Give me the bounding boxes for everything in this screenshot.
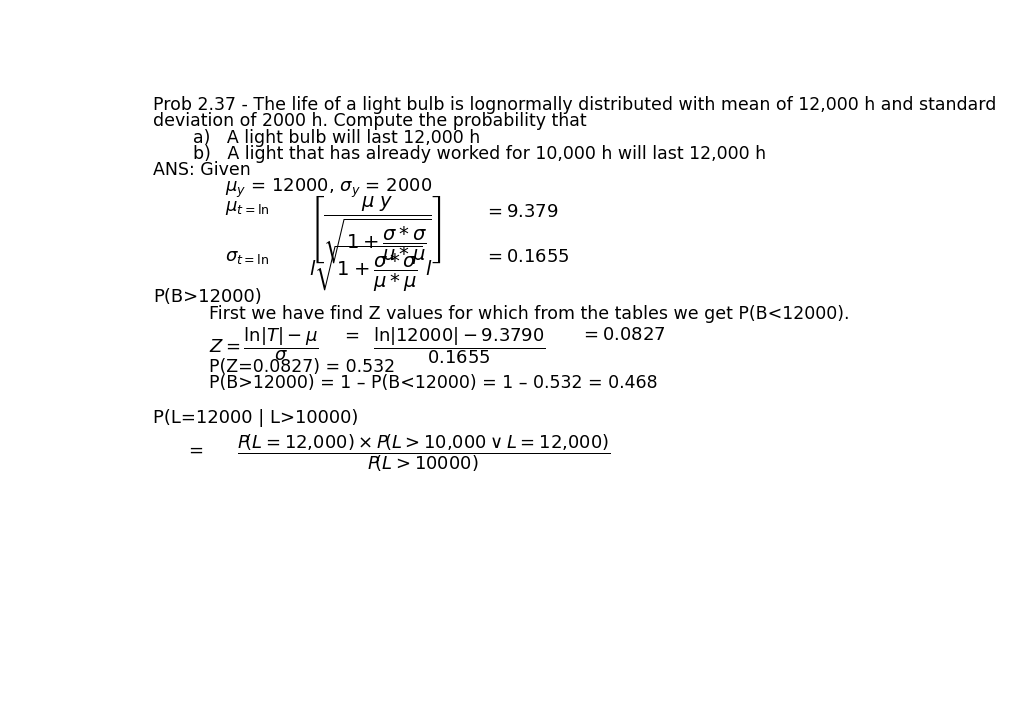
Text: deviation of 2000 h. Compute the probability that: deviation of 2000 h. Compute the probabi… bbox=[153, 113, 587, 130]
Text: $\dfrac{P\!\left(L{=}12{,}000\right)\times P\!\left(L{>}10{,}000\vee L{=}12{,}00: $\dfrac{P\!\left(L{=}12{,}000\right)\tim… bbox=[237, 433, 610, 474]
Text: $= 9.379$: $= 9.379$ bbox=[485, 203, 559, 221]
Text: P(B>12000): P(B>12000) bbox=[153, 288, 262, 306]
Text: $l\sqrt{1+\dfrac{\sigma*\sigma}{\mu*\mu}}\;l$: $l\sqrt{1+\dfrac{\sigma*\sigma}{\mu*\mu}… bbox=[308, 244, 433, 294]
Text: $\mu_y$ = 12000, $\sigma_y$ = 2000: $\mu_y$ = 12000, $\sigma_y$ = 2000 bbox=[225, 176, 432, 200]
Text: P(Z=0.0827) = 0.532: P(Z=0.0827) = 0.532 bbox=[208, 358, 395, 375]
Text: $\sigma_{t=\ln}$: $\sigma_{t=\ln}$ bbox=[225, 248, 269, 266]
Text: $\dfrac{\ln|12000|-9.3790}{0.1655}$: $\dfrac{\ln|12000|-9.3790}{0.1655}$ bbox=[372, 325, 545, 366]
Text: b)   A light that has already worked for 10,000 h will last 12,000 h: b) A light that has already worked for 1… bbox=[193, 144, 766, 163]
Text: ANS: Given: ANS: Given bbox=[153, 161, 251, 179]
Text: $= 0.0827$: $= 0.0827$ bbox=[580, 327, 666, 344]
Text: $Z = \dfrac{\ln|T|-\mu}{\sigma}$: $Z = \dfrac{\ln|T|-\mu}{\sigma}$ bbox=[208, 325, 319, 363]
Text: Prob 2.37 - The life of a light bulb is lognormally distributed with mean of 12,: Prob 2.37 - The life of a light bulb is … bbox=[153, 96, 996, 113]
Text: $=$: $=$ bbox=[340, 325, 359, 343]
Text: $\mu_{t=\ln}$: $\mu_{t=\ln}$ bbox=[225, 199, 269, 217]
Text: $\left[\dfrac{\mu\;y}{\sqrt{1+\dfrac{\sigma*\sigma}{\mu*\mu}}}\right]$: $\left[\dfrac{\mu\;y}{\sqrt{1+\dfrac{\si… bbox=[308, 193, 441, 266]
Text: P(L=12000 | L>10000): P(L=12000 | L>10000) bbox=[153, 409, 358, 427]
Text: P(B>12000) = 1 – P(B<12000) = 1 – 0.532 = 0.468: P(B>12000) = 1 – P(B<12000) = 1 – 0.532 … bbox=[208, 374, 658, 392]
Text: First we have find Z values for which from the tables we get P(B<12000).: First we have find Z values for which fr… bbox=[208, 305, 850, 323]
Text: a)   A light bulb will last 12,000 h: a) A light bulb will last 12,000 h bbox=[193, 129, 480, 147]
Text: $= 0.1655$: $= 0.1655$ bbox=[485, 248, 570, 266]
Text: $=$: $=$ bbox=[185, 441, 203, 458]
